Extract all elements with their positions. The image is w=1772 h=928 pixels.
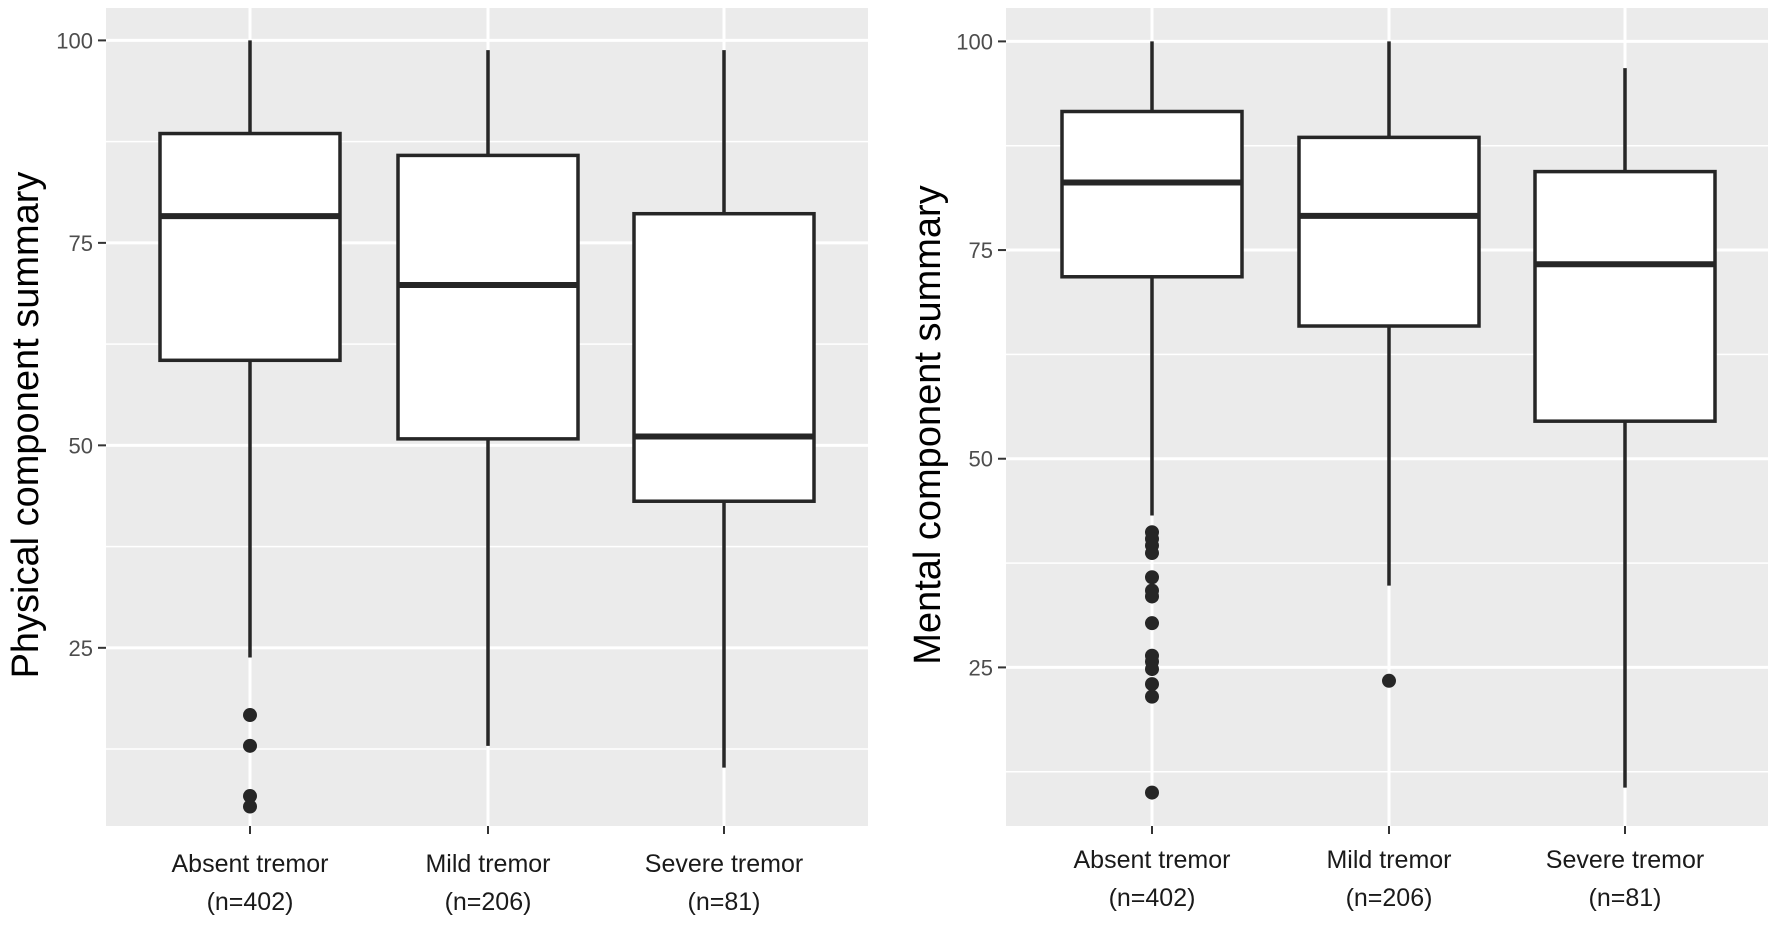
y-tick-label: 25 <box>69 636 93 661</box>
outlier-point <box>243 789 257 804</box>
y-tick-label: 75 <box>969 238 993 263</box>
outlier-point <box>1145 546 1159 561</box>
y-tick-label: 25 <box>969 655 993 680</box>
y-tick-label: 100 <box>956 29 993 54</box>
mental-component-chart: 25 50 75 100 Absent tremor (n=402) Mild tremor… <box>907 8 1768 912</box>
outlier-point <box>1145 785 1159 800</box>
x-category-count: (n=206) <box>1346 884 1433 912</box>
outlier-point <box>1145 662 1159 677</box>
x-category-label: Mild tremor <box>1326 846 1451 874</box>
outlier-point <box>1145 589 1159 604</box>
outlier-point <box>1145 616 1159 631</box>
outlier-point <box>1145 677 1159 692</box>
x-category-count: (n=81) <box>1589 884 1662 912</box>
y-tick-label: 50 <box>69 433 93 458</box>
x-category-label: Mild tremor <box>425 850 550 878</box>
outlier-point <box>1145 689 1159 704</box>
x-category-count: (n=402) <box>1109 884 1196 912</box>
y-tick-label: 75 <box>69 231 93 256</box>
iqr-box <box>1297 135 1481 328</box>
physical-component-chart: 25 50 75 100 Absent tremor (n=402) Mild tremor… <box>5 8 868 916</box>
iqr-box <box>632 211 816 503</box>
iqr-box <box>1533 169 1717 423</box>
iqr-box <box>396 153 580 441</box>
y-axis-title: Physical component summary <box>5 172 47 679</box>
outlier-point <box>243 708 257 723</box>
x-category-count: (n=206) <box>445 888 532 916</box>
x-category-label: Severe tremor <box>1546 846 1704 874</box>
x-category-label: Absent tremor <box>1073 846 1230 874</box>
iqr-box <box>158 131 342 363</box>
y-axis-title: Mental component summary <box>907 185 949 664</box>
x-category-count: (n=402) <box>207 888 294 916</box>
y-tick-label: 100 <box>56 28 93 53</box>
outlier-point <box>243 799 257 814</box>
y-tick-label: 50 <box>969 447 993 472</box>
x-category-count: (n=81) <box>688 888 761 916</box>
outlier-point <box>1145 570 1159 585</box>
x-category-label: Absent tremor <box>171 850 328 878</box>
iqr-box <box>1060 109 1244 279</box>
outlier-point <box>243 738 257 753</box>
x-category-label: Severe tremor <box>645 850 803 878</box>
outlier-point <box>1382 673 1396 688</box>
